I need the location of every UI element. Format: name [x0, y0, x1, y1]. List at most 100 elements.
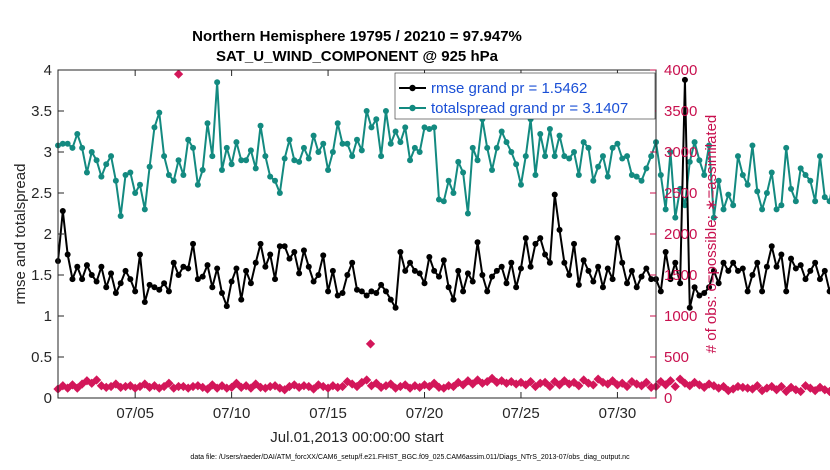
series-totalspread-marker: [431, 124, 438, 131]
obs-assimilated-marker: [744, 384, 751, 392]
series-rmse-marker: [320, 252, 327, 259]
series-totalspread-marker: [792, 198, 799, 205]
obs-assimilated-marker: [165, 380, 173, 387]
series-totalspread-marker: [802, 171, 809, 178]
series-totalspread-marker: [696, 157, 703, 164]
obs-assimilated-marker: [402, 381, 409, 389]
y-right-tick-label: 0: [664, 390, 672, 407]
series-totalspread-marker: [754, 188, 761, 195]
obs-assimilated-marker: [180, 383, 187, 390]
legend-box: [394, 72, 656, 120]
x-axis-label: Jul.01,2013 00:00:00 start: [270, 429, 444, 446]
plot-area: [53, 69, 830, 397]
series-totalspread-marker: [392, 128, 399, 135]
y-right-tick-label: 1500: [664, 267, 697, 284]
series-rmse-marker: [759, 288, 766, 295]
series-rmse-marker: [691, 284, 698, 291]
series-rmse-marker: [681, 76, 688, 83]
obs-assimilated-marker: [783, 388, 790, 395]
series-totalspread-marker: [730, 202, 737, 209]
obs-assimilated-marker: [570, 379, 578, 386]
series-totalspread-marker: [599, 153, 606, 160]
series-totalspread-marker: [305, 155, 312, 162]
obs-assimilated-marker: [141, 380, 149, 388]
series-rmse-marker: [354, 286, 360, 293]
series-rmse-marker: [305, 263, 312, 270]
series-rmse-marker: [416, 270, 423, 277]
obs-assimilated-marker: [257, 384, 264, 391]
obs-assimilated-marker: [329, 382, 337, 389]
series-totalspread-marker: [609, 144, 616, 151]
series-rmse-marker: [132, 288, 139, 295]
series-rmse-marker: [329, 267, 336, 274]
series-totalspread-marker: [272, 177, 279, 184]
obs-assimilated-marker: [739, 384, 747, 391]
obs-assimilated-marker: [787, 384, 795, 391]
series-rmse-marker: [614, 235, 621, 242]
series-rmse-marker: [426, 253, 433, 260]
series-rmse-marker: [88, 272, 95, 278]
x-tick-label: 07/10: [213, 405, 251, 422]
obs-assimilated-marker: [498, 377, 505, 384]
series-rmse-marker: [788, 255, 795, 262]
series-totalspread-marker: [238, 157, 245, 164]
obs-assimilated-marker: [551, 378, 558, 385]
series-rmse-marker: [141, 299, 148, 306]
series-rmse-marker: [378, 281, 385, 288]
series-rmse-marker: [604, 265, 611, 272]
series-rmse-marker: [493, 267, 500, 274]
series-totalspread-marker: [619, 155, 626, 162]
series-rmse-marker: [281, 243, 288, 250]
obs-assimilated-marker: [213, 384, 221, 392]
obs-assimilated-marker: [136, 383, 144, 390]
series-rmse-marker: [315, 272, 322, 278]
series-rmse-marker: [706, 284, 713, 291]
obs-assimilated-marker: [811, 387, 819, 394]
series-rmse-marker: [749, 272, 756, 278]
obs-assimilated-marker: [88, 380, 95, 387]
series-rmse-marker: [469, 278, 476, 285]
y-right-tick-label: 2500: [664, 185, 697, 202]
series-rmse-marker: [556, 226, 563, 233]
obs-assimilated-marker: [117, 384, 124, 391]
series-totalspread-marker: [103, 161, 110, 168]
series-rmse-marker: [339, 290, 346, 297]
y-left-tick-label: 1.5: [31, 267, 52, 284]
obs-assimilated-marker: [107, 383, 115, 390]
obs-assimilated-marker: [194, 382, 202, 389]
series-rmse-marker: [209, 284, 216, 291]
series-rmse-marker: [112, 290, 119, 297]
series-totalspread-marker: [112, 177, 119, 184]
obs-assimilated-marker: [556, 381, 563, 389]
obs-assimilated-marker: [64, 384, 71, 392]
series-rmse-marker: [180, 263, 187, 270]
series-totalspread-marker: [739, 171, 746, 178]
obs-assimilated-marker: [348, 380, 356, 388]
series-totalspread-marker: [725, 191, 732, 198]
obs-assimilated-marker: [643, 379, 650, 386]
obs-assimilated-marker: [493, 379, 501, 386]
obs-assimilated-marker: [594, 375, 602, 383]
y-left-tick-label: 3.5: [31, 103, 52, 120]
obs-assimilated-marker: [127, 382, 134, 389]
series-totalspread-marker: [648, 153, 655, 160]
x-tick-label: 07/20: [406, 405, 444, 422]
series-rmse-marker: [710, 267, 717, 274]
series-totalspread-marker: [734, 153, 741, 160]
series-rmse-marker: [64, 251, 71, 258]
series-rmse-marker: [537, 235, 544, 242]
series-totalspread-marker: [657, 171, 664, 178]
series-totalspread-marker: [763, 190, 770, 196]
series-totalspread-marker: [522, 153, 529, 160]
series-totalspread-marker: [604, 173, 611, 180]
obs-assimilated-marker: [252, 380, 259, 388]
series-totalspread-marker: [127, 169, 134, 176]
series-rmse-marker: [136, 251, 143, 258]
series-rmse-marker: [252, 259, 259, 266]
series-totalspread-marker: [74, 130, 81, 137]
series-totalspread-marker: [368, 124, 375, 131]
series-totalspread-marker: [281, 155, 288, 162]
series-rmse-marker: [677, 280, 684, 287]
series-rmse-marker: [272, 276, 279, 283]
series-totalspread-marker: [580, 139, 587, 146]
